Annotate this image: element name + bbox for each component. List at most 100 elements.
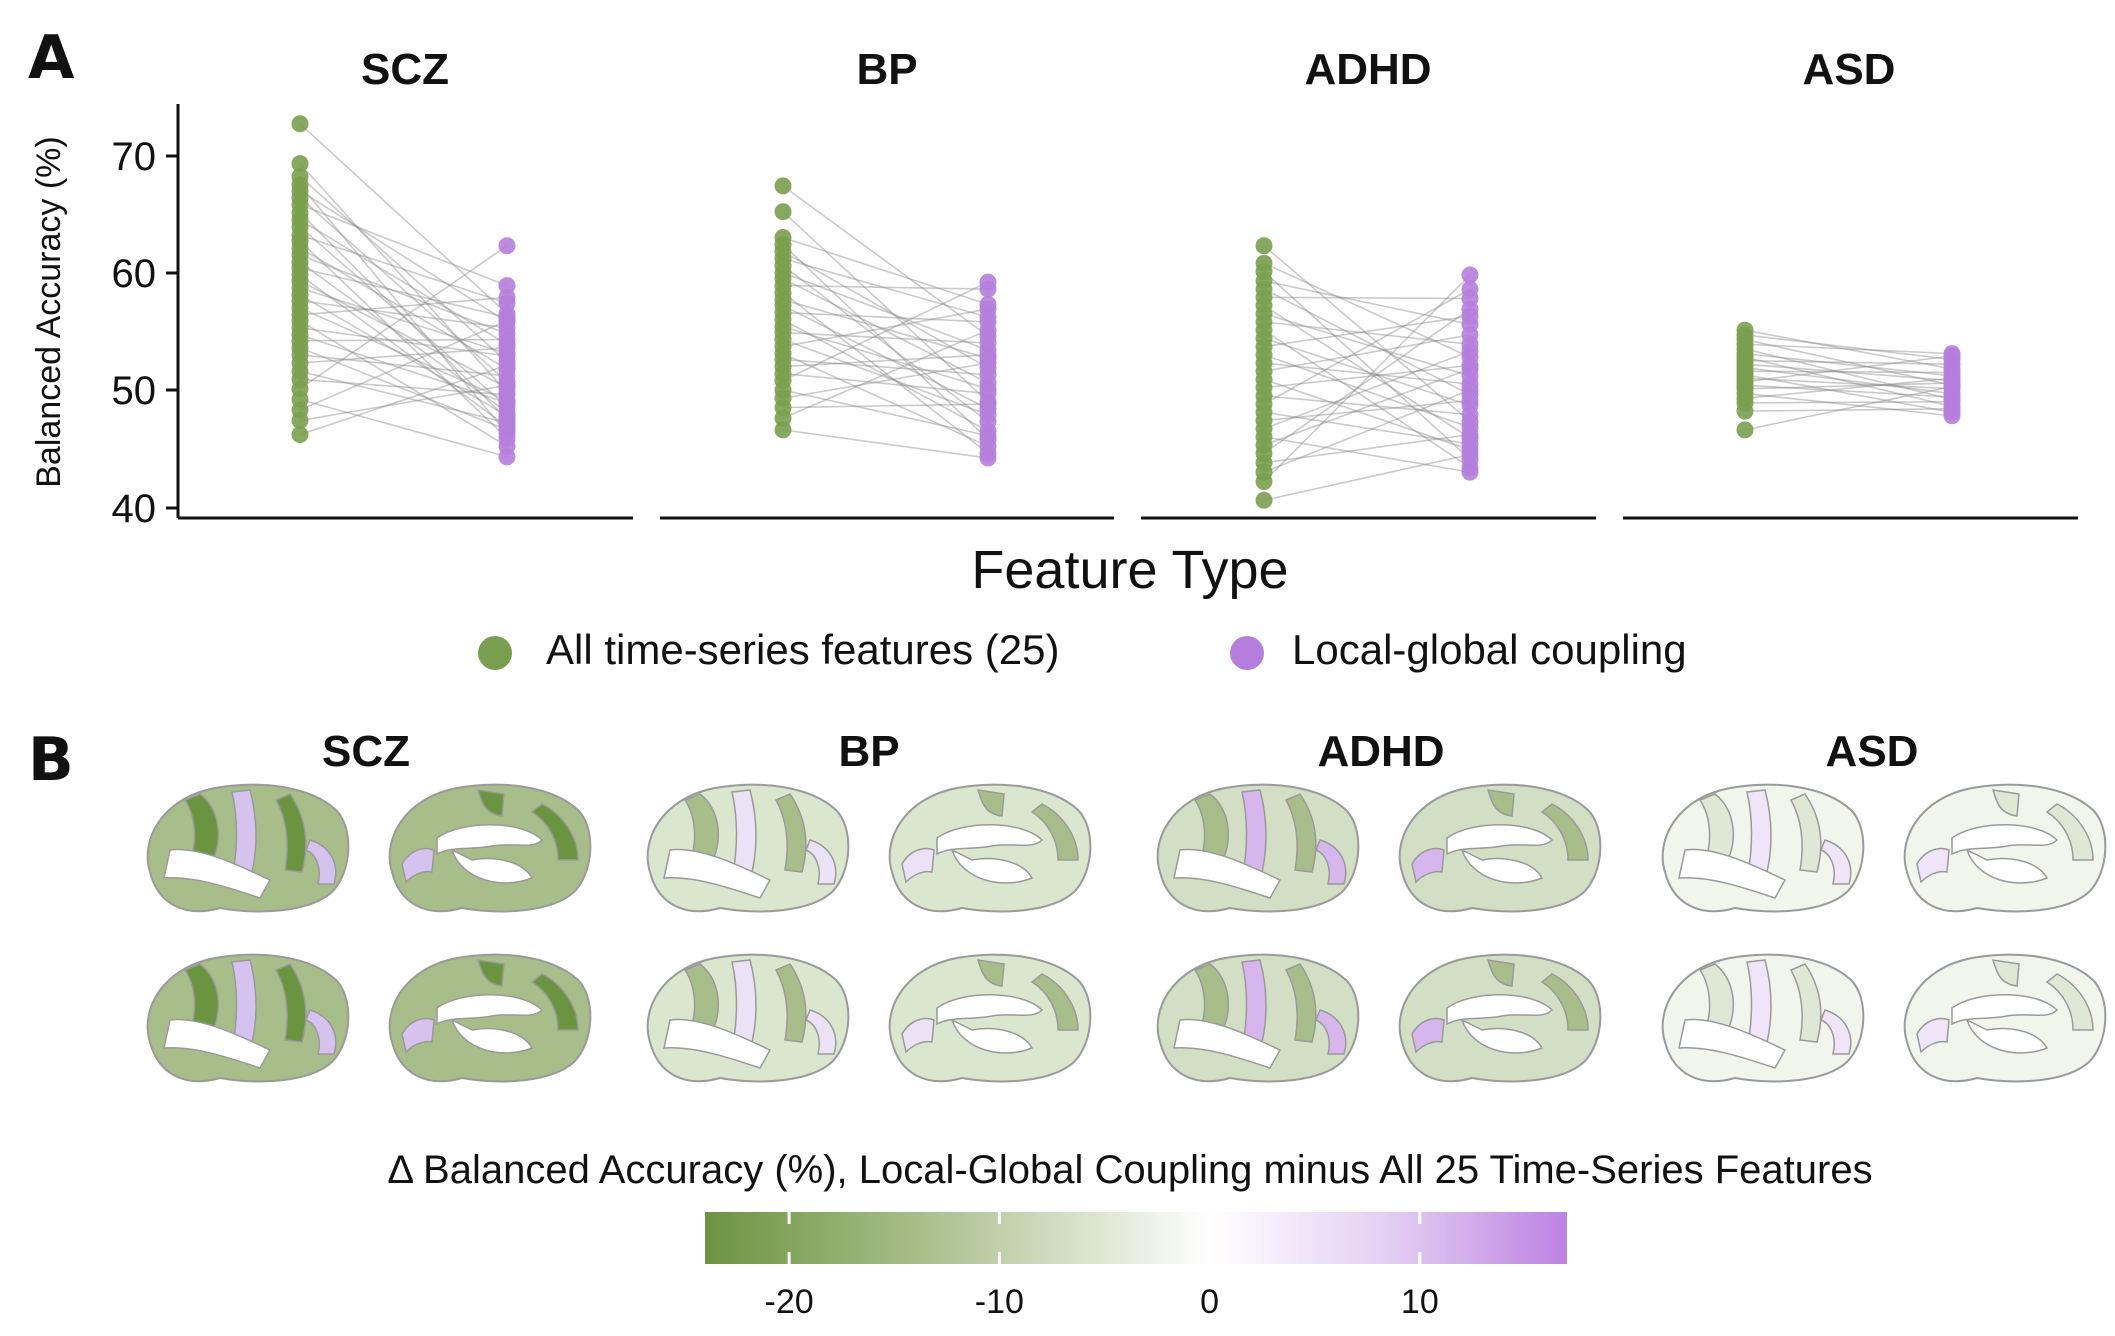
point-local-global-scz xyxy=(498,376,516,394)
pair-line-scz xyxy=(299,261,508,413)
y-tick-label-70: 70 xyxy=(112,135,157,179)
pair-line-asd xyxy=(1744,385,1953,431)
brain-parcel xyxy=(1411,1017,1445,1054)
brain-parcel xyxy=(901,1017,935,1054)
pair-line-adhd xyxy=(1263,389,1471,473)
brain-parcel xyxy=(1446,824,1554,856)
pair-line-scz xyxy=(299,226,508,408)
pair-line-bp xyxy=(782,284,989,290)
point-all-features-bp xyxy=(774,177,792,195)
legend: All time-series features (25) Local-glob… xyxy=(478,626,1687,673)
point-all-features-scz xyxy=(291,411,309,429)
brain-parcel xyxy=(805,839,837,885)
point-local-global-bp xyxy=(979,300,997,318)
pair-line-scz xyxy=(299,245,508,390)
brain-parcel xyxy=(1446,994,1554,1026)
brain-parcel xyxy=(401,847,435,884)
point-all-features-scz xyxy=(291,426,309,444)
point-local-global-adhd xyxy=(1461,446,1479,464)
point-local-global-adhd xyxy=(1461,326,1479,344)
pair-line-scz xyxy=(299,247,508,370)
pair-line-asd xyxy=(1744,343,1953,355)
pair-line-asd xyxy=(1744,377,1953,400)
pair-line-adhd xyxy=(1263,245,1471,423)
brain-parcel xyxy=(774,793,807,873)
pair-line-adhd xyxy=(1263,334,1471,373)
panel-b-letter: B xyxy=(28,725,74,795)
pair-line-adhd xyxy=(1263,270,1471,460)
brain-parcel xyxy=(1173,1018,1282,1069)
point-local-global-bp xyxy=(979,321,997,339)
point-local-global-scz xyxy=(498,339,516,357)
facet-title-asd: ASD xyxy=(1803,45,1896,94)
pair-line-scz xyxy=(299,280,508,389)
point-local-global-scz xyxy=(498,414,516,432)
pair-line-adhd xyxy=(1263,312,1471,377)
pair-line-scz xyxy=(299,175,508,363)
pair-line-bp xyxy=(782,354,989,368)
pair-line-asd xyxy=(1744,392,1953,417)
brain-parcel xyxy=(1991,789,2020,817)
pair-line-asd xyxy=(1744,370,1953,374)
brain-map-group-bp xyxy=(646,783,1092,1083)
pair-line-adhd xyxy=(1263,262,1471,358)
point-all-features-asd xyxy=(1736,421,1754,439)
brain-parcel xyxy=(663,848,772,899)
brain-parcel xyxy=(530,803,579,861)
brain-facet-title-bp: BP xyxy=(838,727,899,776)
pair-line-adhd xyxy=(1263,274,1471,483)
brain-parcel xyxy=(1030,973,1079,1031)
y-tick-label-50: 50 xyxy=(112,369,157,413)
brain-map-group-adhd xyxy=(1156,783,1602,1083)
brain-asd-right-lateral xyxy=(1661,953,1865,1083)
pair-line-scz xyxy=(299,219,508,345)
pair-line-scz xyxy=(299,307,508,402)
pair-line-bp xyxy=(782,352,989,448)
pair-line-asd xyxy=(1744,407,1953,412)
pair-line-adhd xyxy=(1263,411,1471,445)
pair-line-scz xyxy=(299,212,508,420)
pair-line-bp xyxy=(782,389,989,437)
brain-parcel xyxy=(476,789,505,817)
pair-line-scz xyxy=(299,334,508,404)
y-tick-label-40: 40 xyxy=(112,487,157,531)
brain-asd-right-medial xyxy=(1903,953,2107,1083)
pair-line-adhd xyxy=(1263,315,1471,348)
brain-parcel xyxy=(1173,848,1282,899)
pair-line-scz xyxy=(299,384,508,422)
brain-parcel xyxy=(1284,963,1317,1043)
pair-line-asd xyxy=(1744,334,1953,361)
point-local-global-adhd xyxy=(1461,280,1479,298)
point-local-global-bp xyxy=(979,427,997,445)
pair-line-adhd xyxy=(1263,296,1471,300)
brain-parcel xyxy=(1460,848,1544,884)
pair-line-scz xyxy=(299,184,508,434)
brain-parcel xyxy=(274,963,307,1043)
pair-line-adhd xyxy=(1263,350,1471,430)
pair-line-adhd xyxy=(1263,364,1471,389)
brain-parcel xyxy=(976,789,1005,817)
pair-line-bp xyxy=(782,250,989,369)
facet-scz-points xyxy=(291,115,516,466)
colorbar-tick-label: 0 xyxy=(1200,1283,1219,1321)
legend-label-all-features: All time-series features (25) xyxy=(546,626,1060,673)
pair-line-scz xyxy=(299,163,508,393)
brain-parcel xyxy=(1678,1018,1787,1069)
facet-asd-marks xyxy=(1736,321,1961,439)
pair-line-bp xyxy=(782,331,989,344)
facet-adhd-pair-lines xyxy=(1263,245,1471,502)
panel-a-letter: A xyxy=(28,23,75,93)
pair-line-asd xyxy=(1744,377,1953,390)
brain-parcel xyxy=(1540,973,1589,1031)
y-axis-title: Balanced Accuracy (%) xyxy=(30,136,68,488)
point-all-features-bp xyxy=(774,409,792,427)
brain-parcel xyxy=(436,994,544,1026)
pair-line-adhd xyxy=(1263,329,1471,469)
point-local-global-scz xyxy=(498,312,516,330)
brain-parcel xyxy=(476,959,505,987)
brain-maps xyxy=(146,783,2107,1083)
brain-facet-title-adhd: ADHD xyxy=(1317,727,1444,776)
brain-parcel xyxy=(1820,1009,1852,1055)
brain-facet-title-asd: ASD xyxy=(1826,727,1919,776)
legend-label-local-global: Local-global coupling xyxy=(1292,626,1687,673)
